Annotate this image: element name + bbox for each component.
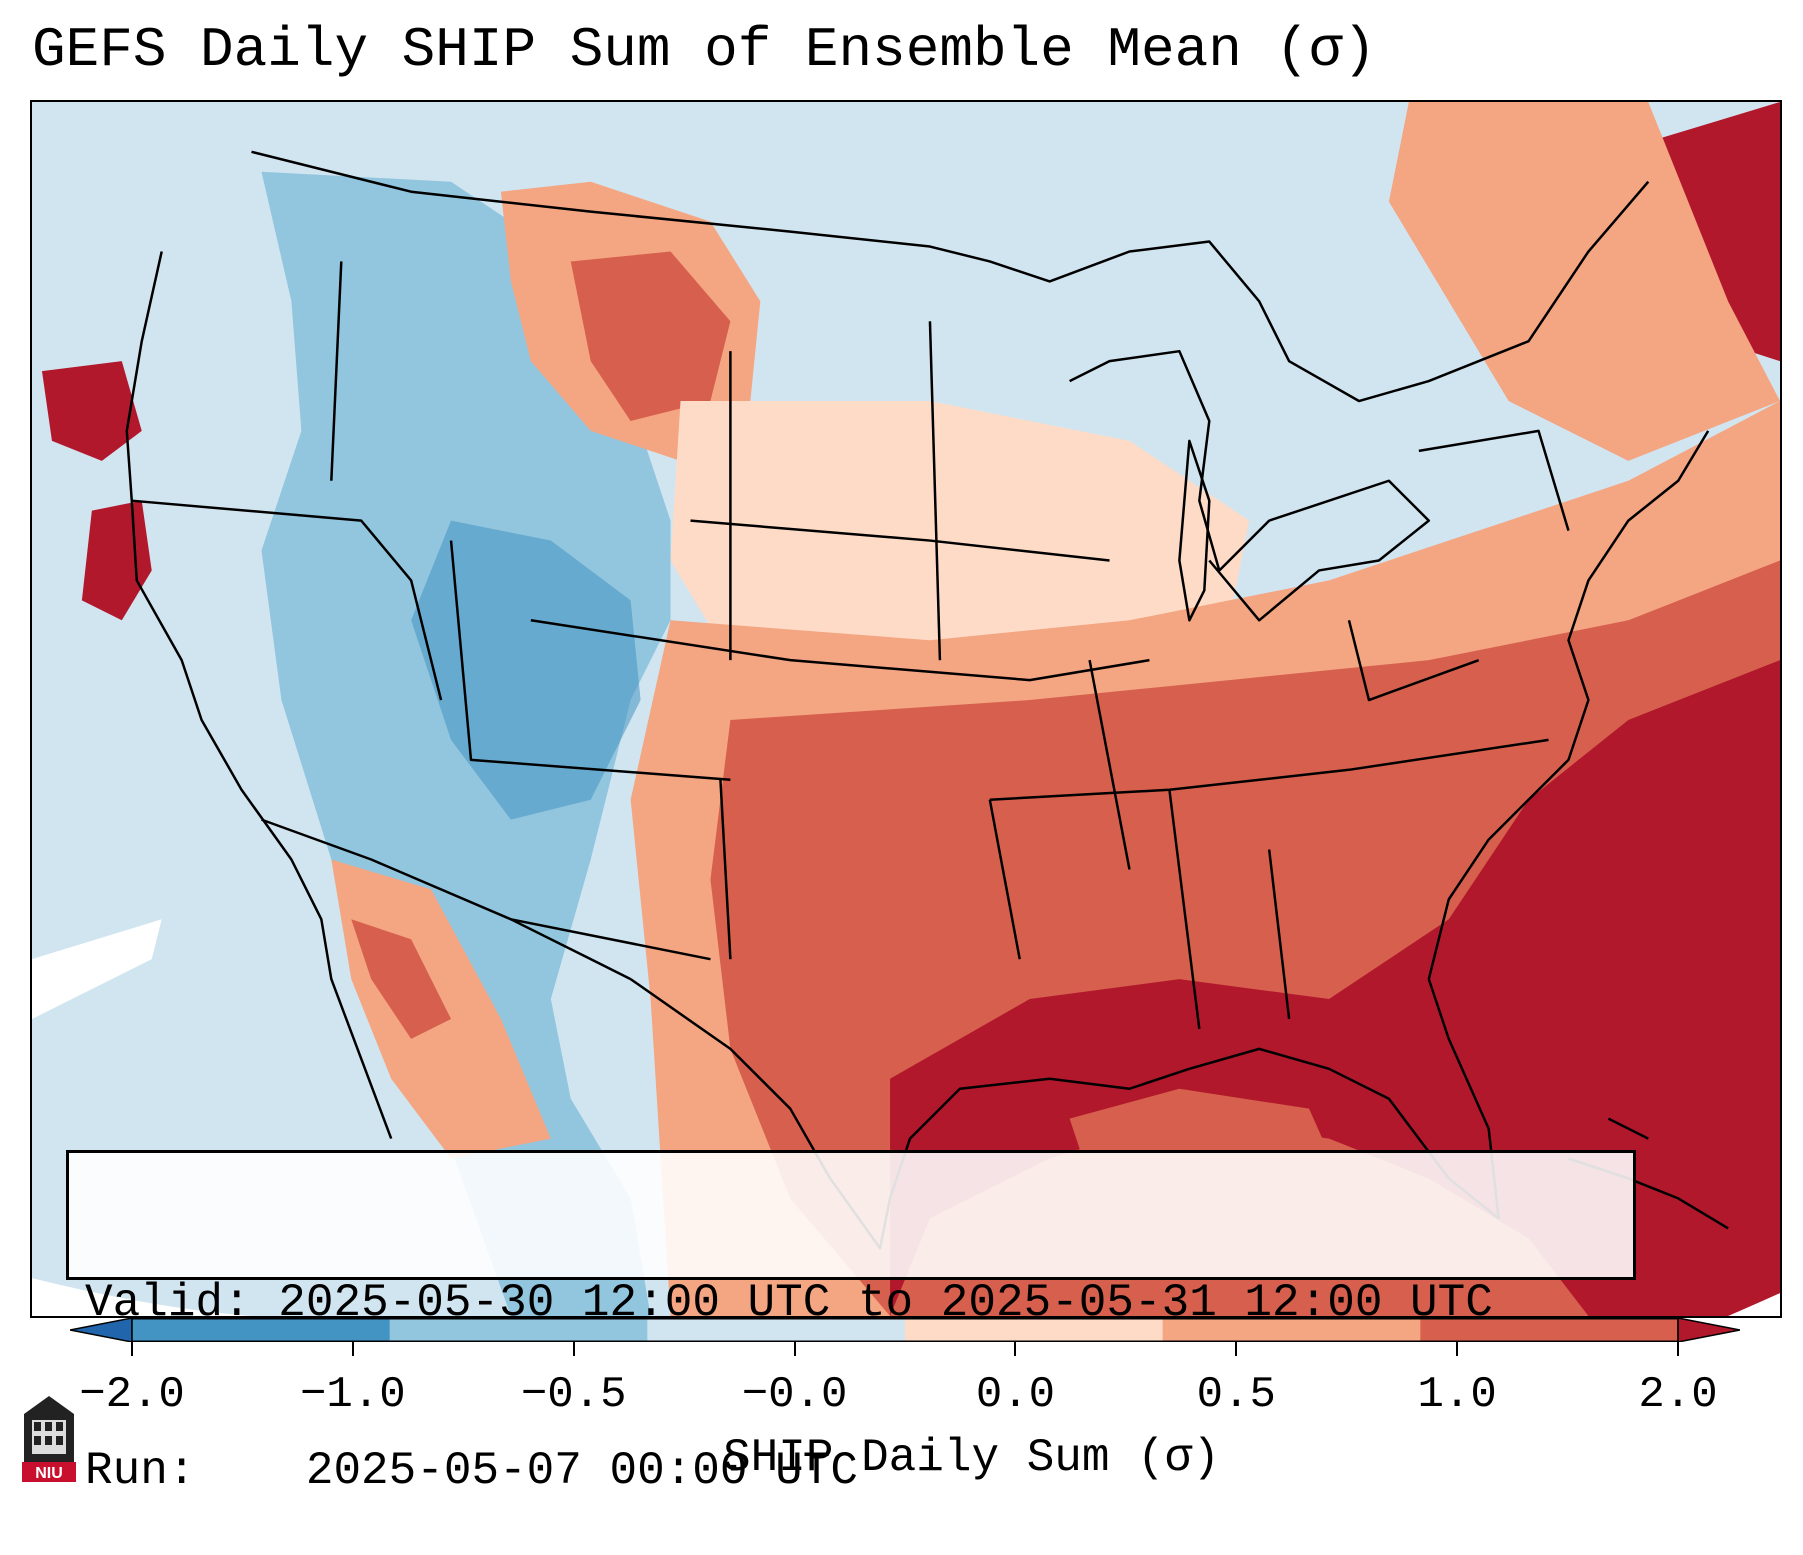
state-line-4 (530, 619, 1150, 682)
northern-plains-high (570, 251, 731, 421)
run-row: Run: 2025-05-07 00:00 UTC (85, 1443, 1617, 1499)
colorbar (70, 1318, 1740, 1342)
canada-light-region (570, 102, 1369, 421)
colorbar-segment (1420, 1318, 1679, 1342)
state-line-12 (1168, 789, 1201, 1030)
colorbar-segment (647, 1318, 906, 1342)
state-line-6 (928, 321, 942, 661)
california-coast-positive (41, 361, 142, 461)
colorbar-ticks: −2.0 −1.0 −0.5 −0.0 0.0 0.5 1.0 2.0 (0, 1342, 1803, 1432)
state-line-16 (1418, 429, 1570, 531)
state-line-7 (690, 519, 1110, 562)
colorbar-tick-mark (351, 1342, 354, 1356)
colorbar-tick-label: 1.0 (1417, 1370, 1497, 1420)
state-line-9 (989, 738, 1549, 801)
colorbar-segment (389, 1318, 648, 1342)
mexico-high (351, 919, 452, 1039)
mexico-border (261, 818, 632, 981)
state-borders (125, 150, 1729, 1250)
state-line-13 (1267, 849, 1291, 1020)
colorbar-tick-mark (1014, 1342, 1017, 1356)
great-lakes-outline (1069, 349, 1431, 622)
colorbar-tick-mark (1677, 1342, 1679, 1356)
northeast-positive (1388, 102, 1780, 461)
colorbar-tick-label: 0.5 (1196, 1370, 1276, 1420)
state-line-2 (330, 261, 343, 481)
colorbar-label: SHIP Daily Sum (σ) (723, 1432, 1220, 1484)
state-line-1 (131, 499, 443, 701)
canada-border (251, 150, 1650, 403)
colorbar-tick-label: −1.0 (300, 1370, 406, 1420)
central-light-positive (670, 401, 1250, 661)
colorbar-tick-label: −0.0 (741, 1370, 848, 1420)
map-canvas (32, 102, 1780, 1316)
colorbar-segment (905, 1318, 1164, 1342)
northeast-max (1648, 102, 1780, 362)
state-line-11 (1088, 659, 1131, 870)
lake-michigan-outline (1178, 439, 1211, 622)
colorbar-tick-label: −0.5 (520, 1370, 627, 1420)
state-line-10 (988, 799, 1021, 960)
niu-logo-icon: NIU (20, 1392, 78, 1484)
state-line-3 (449, 540, 731, 782)
colorbar-tick-label: 0.0 (975, 1370, 1056, 1420)
projection-edge-left (32, 1278, 252, 1316)
page-title: GEFS Daily SHIP Sum of Ensemble Mean (σ) (32, 18, 1377, 82)
state-line-15 (1347, 619, 1480, 702)
colorbar-tick-label: 2.0 (1638, 1370, 1718, 1420)
west-coastline (125, 251, 393, 1140)
colorbar-extend-low (70, 1318, 133, 1342)
map-panel (30, 100, 1782, 1318)
pacific-missing-patch (32, 919, 162, 1019)
colorbar-segment (132, 1318, 391, 1342)
colorbar-segment (1162, 1318, 1421, 1342)
colorbar-tick-mark (793, 1342, 796, 1356)
valid-row: Valid: 2025-05-30 12:00 UTC to 2025-05-3… (85, 1275, 1617, 1331)
colorbar-extend-high (1677, 1318, 1740, 1342)
logo-text: NIU (35, 1465, 63, 1482)
run-label: Run: (85, 1445, 196, 1497)
niu-logo-svg: NIU (22, 1396, 76, 1482)
colorbar-tick-mark (131, 1342, 133, 1356)
colorbar-tick-mark (1235, 1342, 1238, 1356)
colorbar-tick-mark (1456, 1342, 1459, 1356)
east-coastline (1427, 430, 1710, 980)
colorbar-svg (70, 1318, 1740, 1342)
valid-run-info-box: Valid: 2025-05-30 12:00 UTC to 2025-05-3… (66, 1150, 1636, 1497)
projection-edge-right (1728, 1293, 1780, 1316)
valid-value: 2025-05-30 12:00 UTC to 2025-05-31 12:00… (278, 1277, 1493, 1329)
state-line-14 (510, 918, 711, 961)
colorbar-tick-mark (572, 1342, 575, 1356)
colorbar-tick-label: −2.0 (79, 1370, 185, 1420)
colorbar-outline (131, 1318, 1679, 1342)
state-line-8 (719, 779, 732, 960)
run-value: 2025-05-07 00:00 UTC (305, 1445, 858, 1497)
